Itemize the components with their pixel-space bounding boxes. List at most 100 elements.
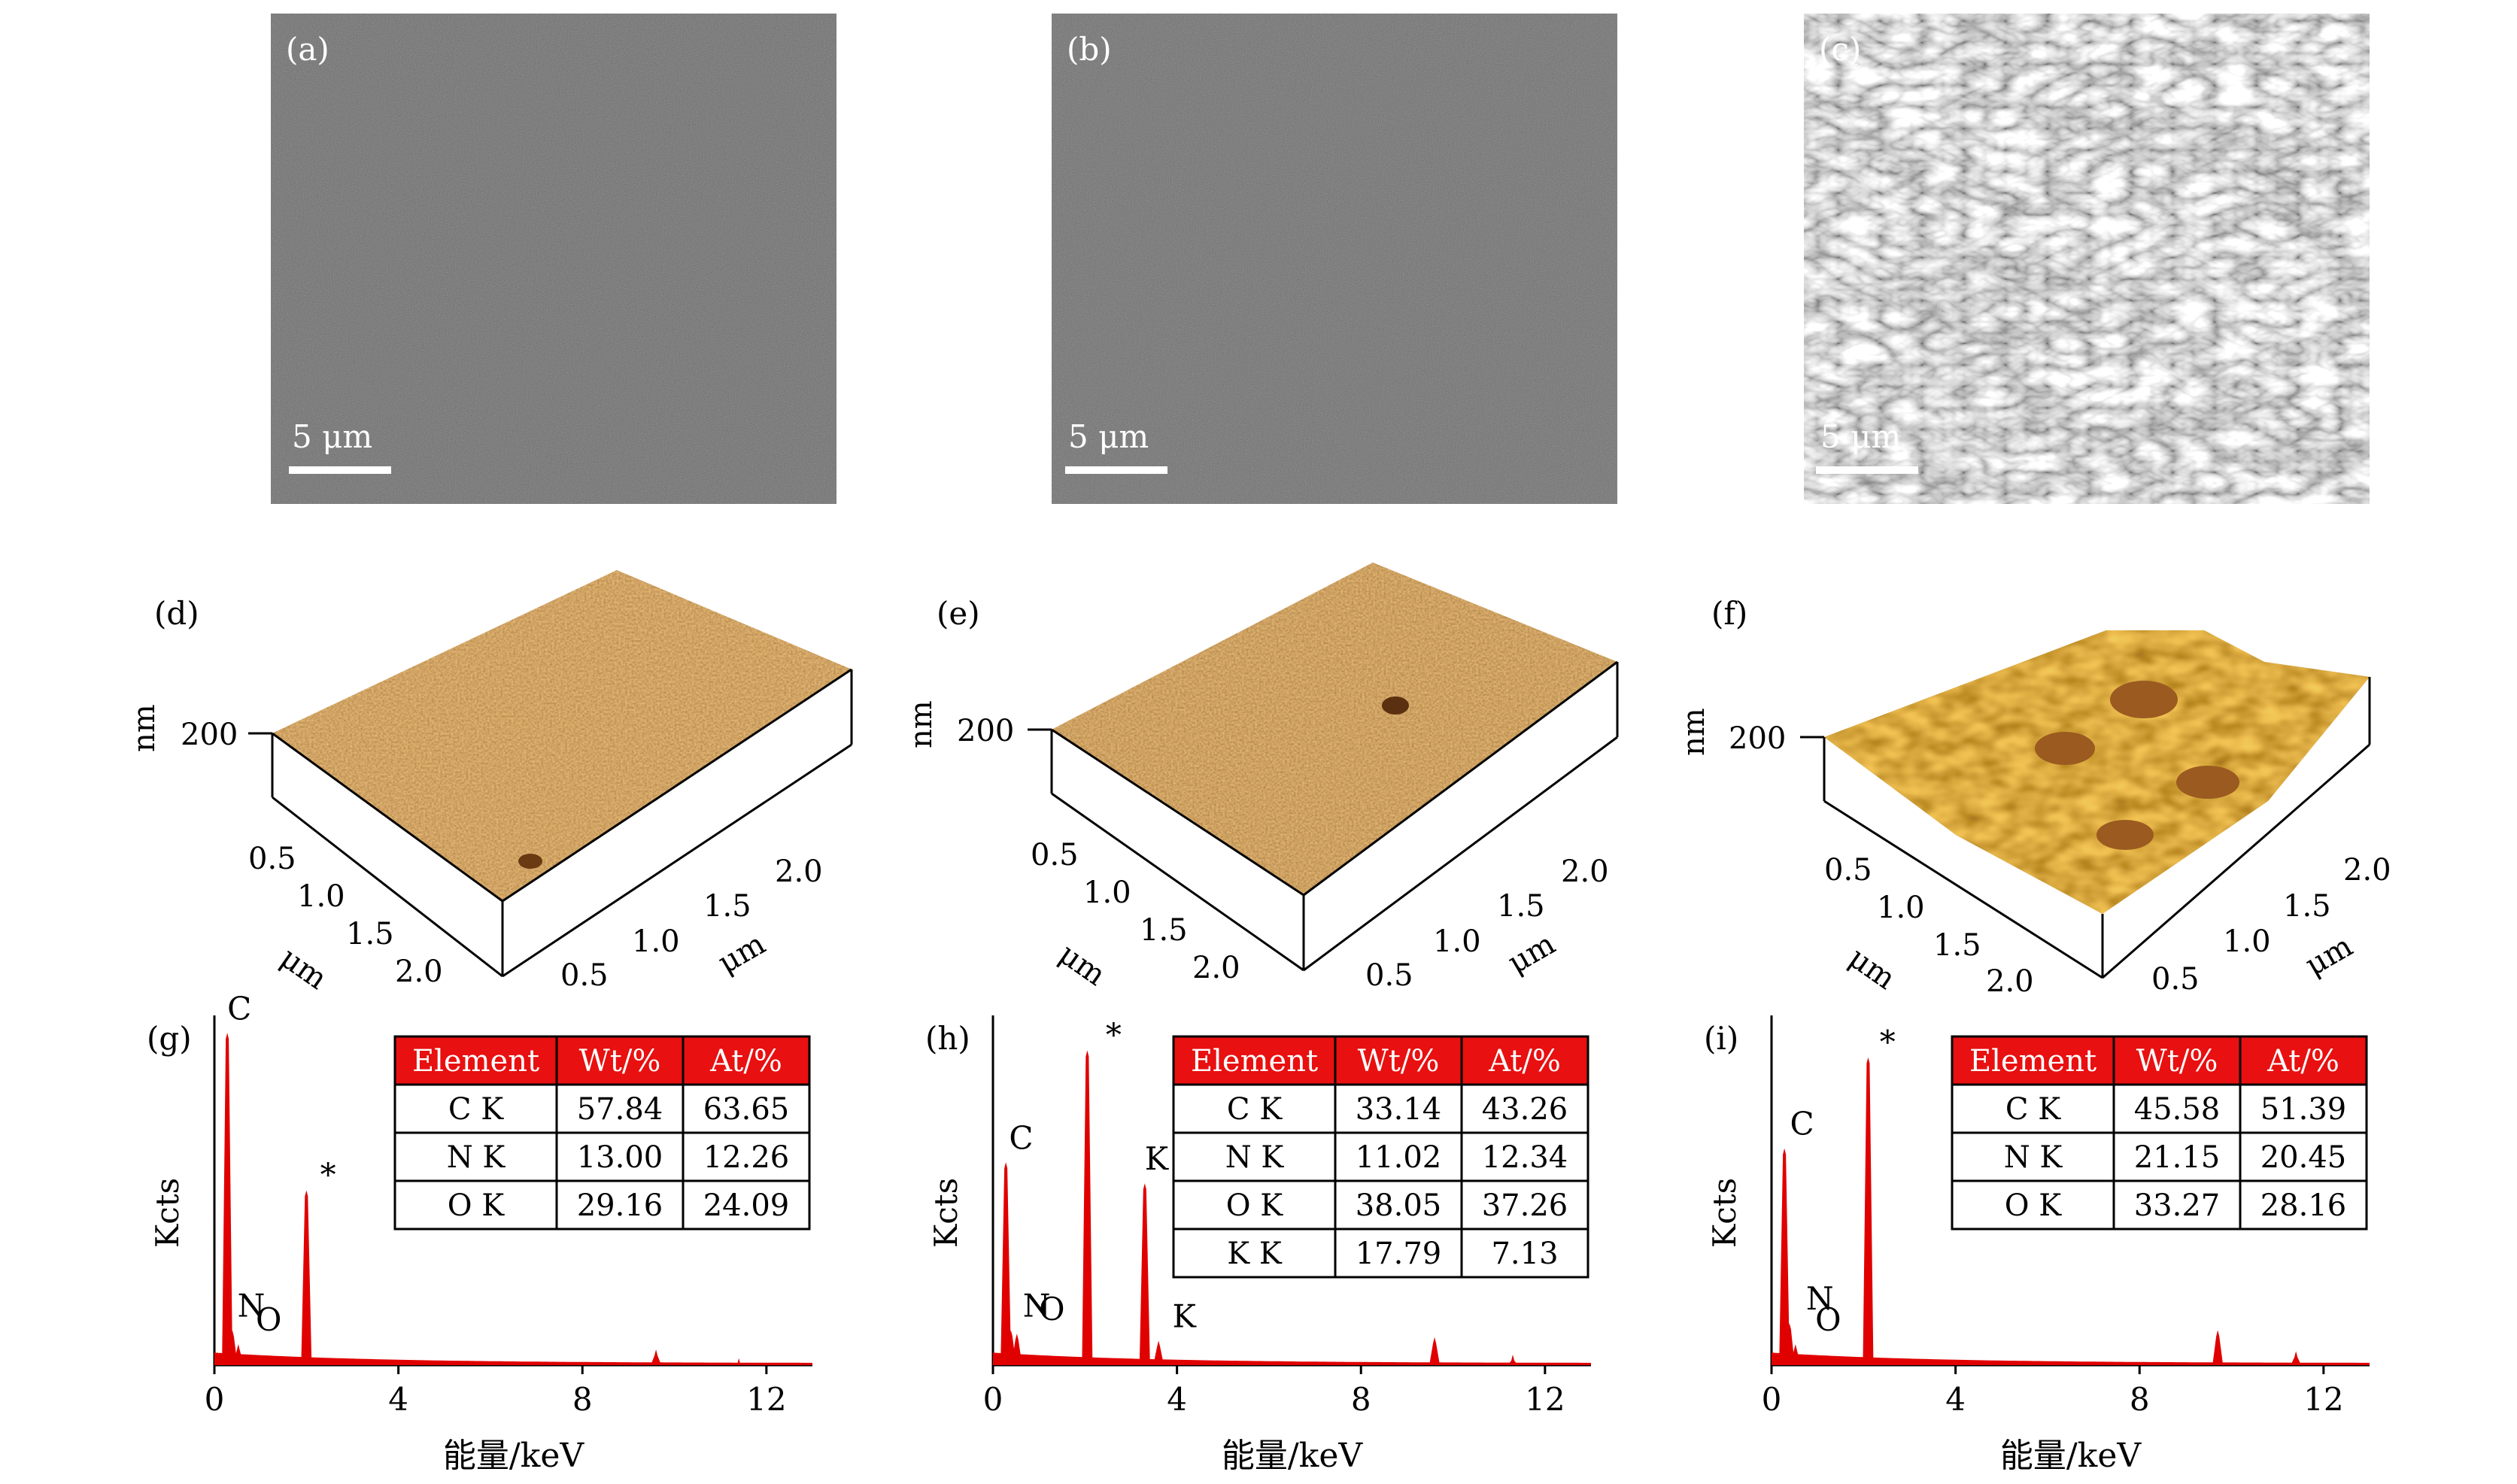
sem-image-b	[1052, 14, 1617, 504]
x-axis-label-i: 能量/keV	[2000, 1437, 2142, 1475]
table-cell-g-1-2: 12.26	[703, 1140, 790, 1175]
table-cell-h-0-1: 33.14	[1356, 1092, 1442, 1127]
spectrum-background-i	[1772, 1352, 2370, 1365]
afm-box-e	[1050, 660, 1619, 972]
spectrum-peak-g-5	[733, 1358, 745, 1365]
table-header-g-0: Element	[412, 1044, 539, 1079]
left-axis-label-d: μm	[274, 941, 333, 997]
y-axis-label-g: Kcts	[149, 1178, 186, 1248]
peak-label-h-3: *	[1106, 1017, 1122, 1054]
x-tick-label-h-3: 12	[1525, 1381, 1565, 1418]
scale-bar-label-c: 5 μm	[1820, 418, 1901, 455]
peak-label-g-3: *	[320, 1157, 336, 1194]
right-tick-f-3: 1.5	[2283, 889, 2331, 924]
peak-label-h-5: K	[1173, 1297, 1198, 1334]
spectrum-peak-h-4	[1139, 1183, 1150, 1365]
spectrum-peak-g-3	[301, 1190, 312, 1365]
spectrum-peak-h-3	[1082, 1050, 1093, 1365]
table-cell-g-0-1: 57.84	[577, 1092, 663, 1127]
table-header-bg-h	[1173, 1036, 1588, 1085]
table-cell-g-1-1: 13.00	[577, 1140, 663, 1175]
right-axis-label-e: μm	[1502, 927, 1561, 981]
z-axis-label-f: nm	[1677, 708, 1711, 756]
peak-label-i-2: O	[1815, 1301, 1841, 1338]
table-cell-g-0-2: 63.65	[703, 1092, 790, 1127]
y-axis-label-i: Kcts	[1706, 1178, 1743, 1248]
table-cell-g-0-0: C K	[448, 1092, 504, 1127]
left-tick-f-1: 0.5	[1824, 853, 1872, 888]
right-axis-label-f: μm	[2300, 929, 2358, 983]
left-tick-f-2: 1.0	[1877, 891, 1925, 925]
table-header-bg-i	[1952, 1036, 2367, 1085]
afm-texture-f	[1824, 630, 2370, 914]
x-axis-label-g: 能量/keV	[443, 1437, 585, 1475]
peak-label-g-0: C	[227, 990, 251, 1027]
table-cell-g-1-0: N K	[447, 1140, 506, 1175]
table-cell-i-1-0: N K	[2004, 1140, 2063, 1175]
table-header-i-1: Wt/%	[2136, 1044, 2218, 1079]
panel-label-e: (e)	[937, 595, 980, 632]
table-cell-h-1-2: 12.34	[1482, 1140, 1568, 1175]
x-tick-label-g-2: 8	[572, 1381, 593, 1418]
sem-panel-b: (b) 5 μm	[1052, 14, 1617, 504]
sem-image-c	[1804, 14, 2370, 504]
left-tick-d-4: 2.0	[395, 954, 443, 989]
peak-label-h-1: N	[1023, 1288, 1051, 1325]
x-tick-label-g-0: 0	[205, 1381, 225, 1418]
table-cell-h-0-0: C K	[1227, 1092, 1283, 1127]
panel-label-g: (g)	[147, 1020, 192, 1057]
afm-panel-d: (d) nm 200 0.5 1.0 1.5 2.0 μm 0.5 1.0 1.…	[127, 570, 853, 997]
table-cell-h-3-2: 7.13	[1491, 1237, 1558, 1271]
table-header-h-2: At/%	[1488, 1044, 1561, 1079]
z-tick-d: 200	[181, 718, 238, 752]
table-cell-h-1-1: 11.02	[1356, 1140, 1442, 1175]
sem-panel-c: (c) 5 μm	[1804, 14, 2370, 504]
eds-chart-h: C NO * K K 0 4 8 12 (h) Kcts 能量/keV Element Wt/% At/% C…	[925, 1015, 1591, 1475]
table-cell-g-2-1: 29.16	[577, 1188, 663, 1223]
afm-texture-d	[272, 570, 852, 901]
right-tick-f-4: 2.0	[2343, 853, 2391, 888]
peak-label-i-3: *	[1880, 1024, 1896, 1061]
peak-label-g-2: O	[256, 1301, 281, 1338]
x-tick-label-h-2: 8	[1351, 1381, 1371, 1418]
spectrum-peak-h-7	[1507, 1355, 1519, 1365]
table-cell-h-3-0: K K	[1227, 1237, 1283, 1271]
table-cell-g-2-2: 24.09	[703, 1188, 790, 1223]
table-cell-i-2-2: 28.16	[2260, 1188, 2347, 1223]
right-tick-d-3: 1.5	[703, 889, 751, 924]
spectrum-peak-h-0	[1000, 1162, 1012, 1365]
afm-panel-e: (e) nm 200 0.5 1.0 1.5 2.0 μm 0.5 1.0 1.…	[904, 563, 1619, 993]
spectrum-background-g	[214, 1352, 812, 1365]
table-cell-i-0-0: C K	[2005, 1092, 2061, 1127]
table-cell-h-2-0: O K	[1226, 1188, 1284, 1223]
right-tick-d-2: 1.0	[632, 924, 680, 959]
spectrum-peak-h-5	[1153, 1340, 1164, 1365]
spectrum-peak-i-0	[1779, 1148, 1790, 1365]
left-tick-e-2: 1.0	[1083, 876, 1131, 910]
x-tick-label-h-0: 0	[983, 1381, 1003, 1418]
table-header-h-1: Wt/%	[1358, 1044, 1440, 1079]
eds-chart-g: C NO * 0 4 8 12 (g) Kcts 能量/keV Element Wt/% At/% C K…	[147, 990, 812, 1475]
panel-label-h: (h)	[925, 1020, 970, 1057]
spectrum-peak-h-6	[1429, 1337, 1441, 1365]
table-cell-h-2-2: 37.26	[1482, 1188, 1568, 1223]
table-cell-i-2-1: 33.27	[2134, 1188, 2221, 1223]
eds-chart-i: C NO * 0 4 8 12 (i) Kcts 能量/keV Element Wt/% At/% C K…	[1704, 1015, 2370, 1475]
spectrum-peak-i-3	[1863, 1057, 1874, 1365]
table-header-h-0: Element	[1191, 1044, 1318, 1079]
table-cell-i-1-2: 20.45	[2260, 1140, 2347, 1175]
peak-label-i-1: N	[1806, 1280, 1834, 1317]
right-tick-e-2: 1.0	[1433, 924, 1481, 959]
spectrum-peak-h-2	[1011, 1334, 1022, 1365]
spectrum-peak-i-4	[2212, 1330, 2224, 1365]
panel-label-d: (d)	[154, 595, 199, 632]
right-tick-d-1: 0.5	[560, 958, 609, 993]
right-tick-f-1: 0.5	[2151, 962, 2200, 997]
z-axis-label-d: nm	[127, 704, 162, 752]
panel-label-i: (i)	[1704, 1020, 1738, 1057]
x-tick-label-g-1: 4	[388, 1381, 408, 1418]
sem-panel-a: (a) 5 μm	[271, 14, 836, 504]
spectrum-peak-i-1	[1784, 1323, 1795, 1365]
z-axis-label-e: nm	[904, 700, 939, 748]
